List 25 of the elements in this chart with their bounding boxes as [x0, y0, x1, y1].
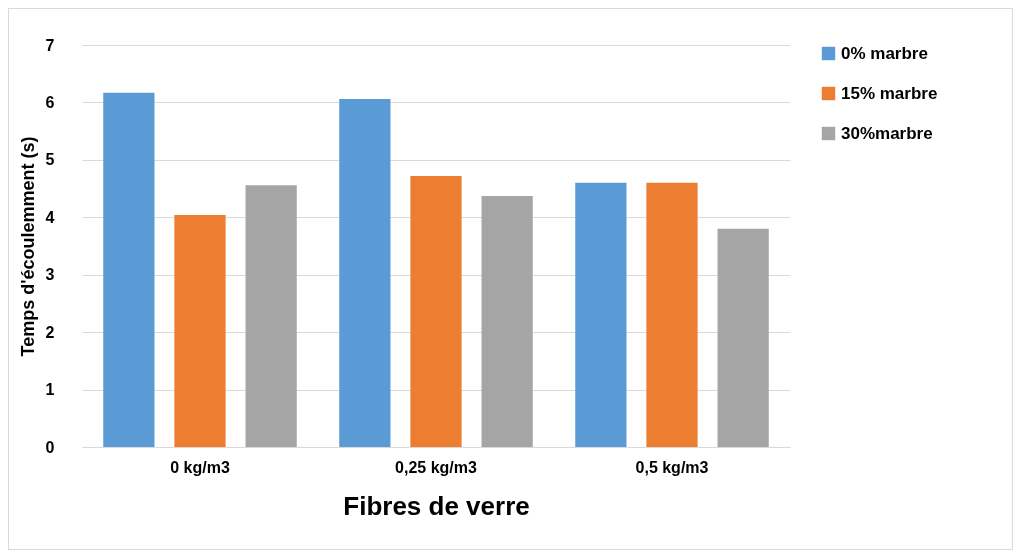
bar: [717, 228, 769, 447]
x-tick-label: 0 kg/m3: [170, 458, 230, 476]
y-tick-label: 5: [45, 151, 55, 169]
legend-label: 0% marbre: [841, 43, 928, 63]
y-tick-label: 6: [45, 93, 55, 111]
legend-label: 30%marbre: [841, 123, 933, 143]
y-tick-label: 7: [45, 36, 55, 54]
bar: [103, 92, 155, 447]
y-tick-label: 3: [45, 266, 55, 284]
bar: [575, 182, 627, 447]
bar: [410, 175, 462, 447]
y-tick-label: 0: [45, 438, 55, 456]
y-tick-label: 4: [45, 208, 55, 226]
x-tick-label: 0,25 kg/m3: [395, 458, 478, 476]
y-tick-label: 2: [45, 323, 55, 341]
bar: [174, 214, 226, 447]
bar: [339, 98, 391, 447]
y-tick-label: 1: [45, 381, 55, 399]
legend-label: 15% marbre: [841, 83, 938, 103]
x-axis-title: Fibres de verre: [343, 490, 530, 521]
y-axis-title: Temps d'écoulemment (s): [17, 136, 38, 357]
bar: [481, 196, 533, 447]
bar: [646, 182, 698, 447]
bar: [245, 185, 297, 447]
x-tick-label: 0,5 kg/m3: [635, 458, 709, 476]
